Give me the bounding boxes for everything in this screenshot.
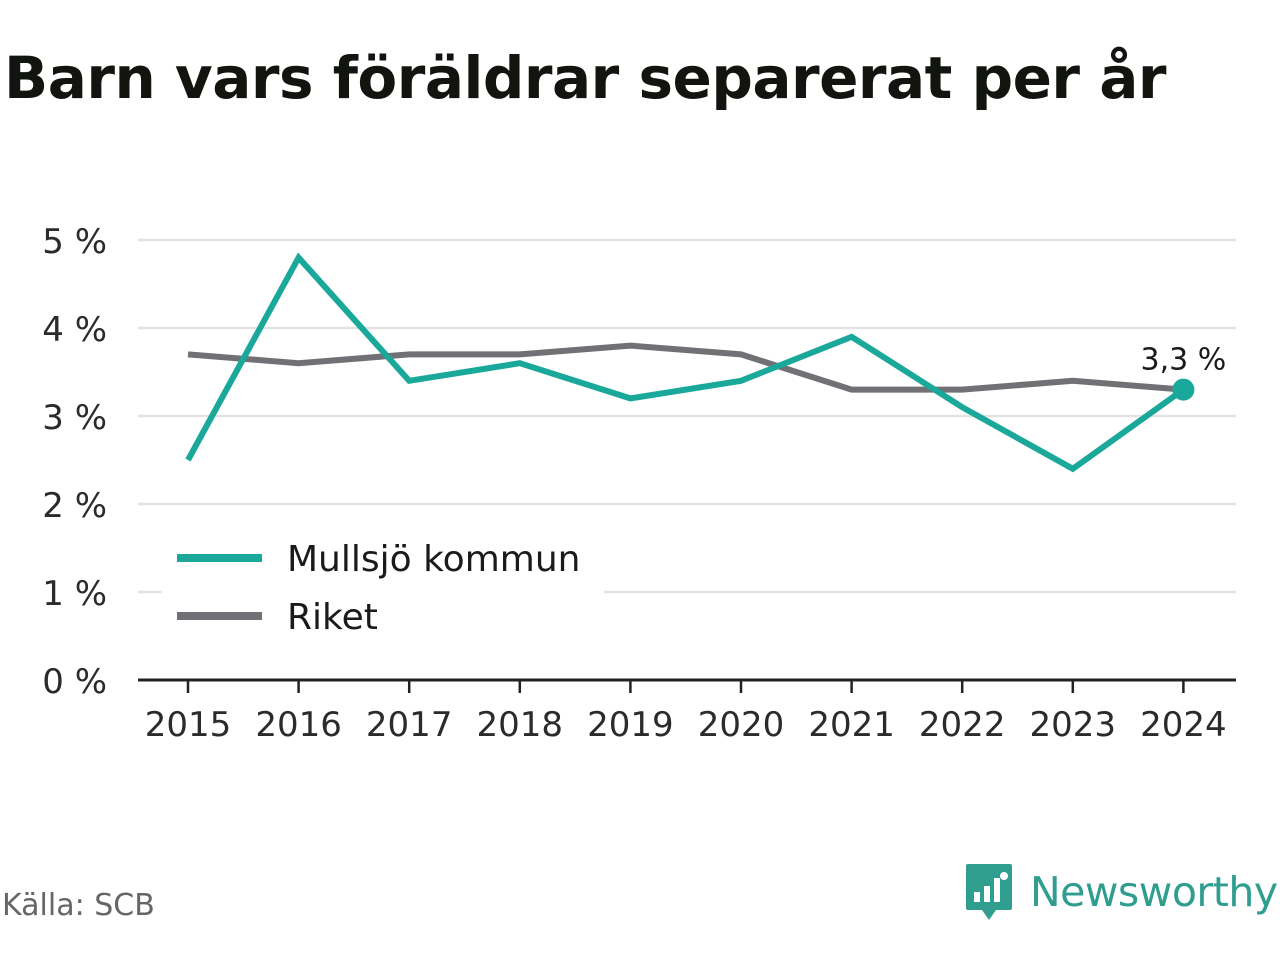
y-tick-label: 3 % bbox=[42, 398, 107, 438]
legend-label: Mullsjö kommun bbox=[287, 539, 580, 580]
annotations: 3,3 % bbox=[1141, 343, 1227, 401]
end-point-marker bbox=[1172, 378, 1195, 401]
x-tick-label: 2024 bbox=[1140, 705, 1227, 745]
x-tick-label: 2017 bbox=[366, 705, 453, 745]
x-axis: 2015 2016 2017 2018 2019 2020 2021 2022 2023 2024 bbox=[138, 678, 1236, 745]
x-tick-label: 2023 bbox=[1030, 705, 1117, 745]
y-tick-label: 4 % bbox=[42, 310, 107, 350]
source-note: Källa: SCB bbox=[2, 888, 155, 923]
y-tick-label: 0 % bbox=[42, 662, 107, 702]
y-axis-labels: 0 % 1 % 2 % 3 % 4 % 5 % bbox=[42, 222, 107, 702]
chart-title: Barn vars föräldrar separerat per år bbox=[4, 44, 1166, 112]
x-tick-label: 2021 bbox=[808, 705, 895, 745]
end-value-label: 3,3 % bbox=[1141, 343, 1227, 378]
series-line bbox=[187, 342, 1184, 393]
y-tick-label: 2 % bbox=[42, 486, 107, 526]
x-tick-label: 2022 bbox=[919, 705, 1006, 745]
x-tick-label: 2020 bbox=[698, 705, 785, 745]
x-tick-label: 2019 bbox=[587, 705, 674, 745]
legend-label: Riket bbox=[287, 597, 378, 638]
newsworthy-icon bbox=[966, 864, 1012, 920]
y-tick-label: 1 % bbox=[42, 574, 107, 614]
x-tick-label: 2018 bbox=[477, 705, 564, 745]
brand-name: Newsworthy bbox=[1030, 868, 1278, 916]
y-tick-label: 5 % bbox=[42, 222, 107, 262]
legend: Mullsjö kommun Riket bbox=[162, 536, 604, 648]
x-tick-label: 2015 bbox=[145, 705, 232, 745]
series-lines bbox=[185, 252, 1186, 473]
series-line bbox=[185, 252, 1186, 473]
x-tick-label: 2016 bbox=[255, 705, 342, 745]
newsworthy-logo: Newsworthy bbox=[964, 862, 1278, 922]
